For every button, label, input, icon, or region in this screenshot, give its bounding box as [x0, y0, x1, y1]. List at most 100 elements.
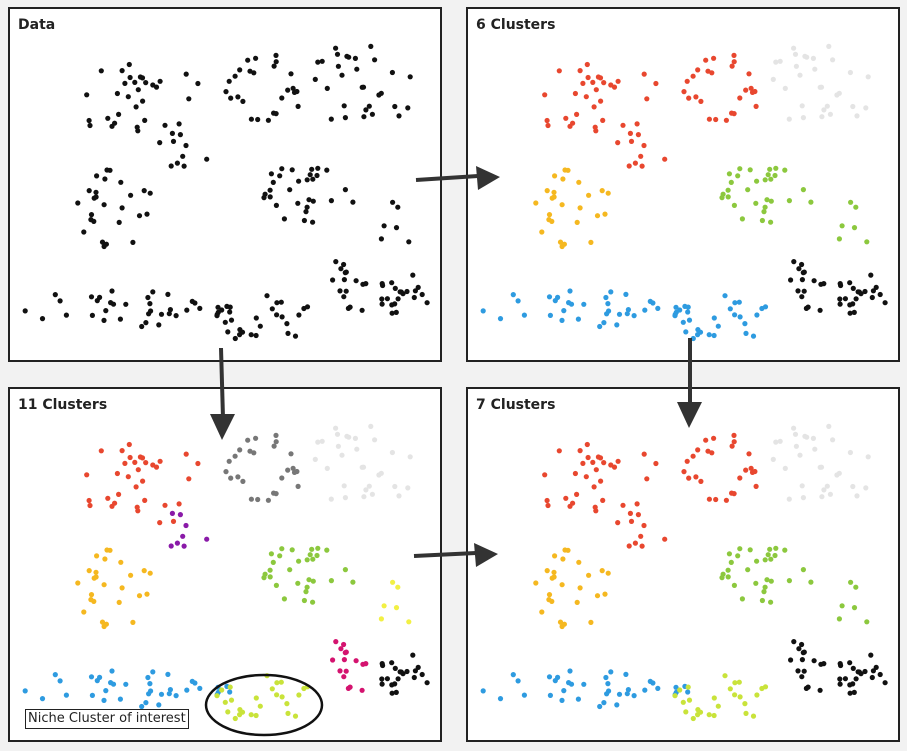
scatter-point — [681, 469, 687, 475]
scatter-point — [624, 311, 630, 317]
scatter-point — [379, 661, 385, 667]
scatter-point — [634, 121, 640, 127]
scatter-point — [754, 312, 760, 318]
scatter-6-clusters — [480, 43, 888, 342]
scatter-point — [290, 85, 296, 91]
scatter-point — [180, 153, 186, 159]
scatter-point — [791, 259, 797, 265]
scatter-point — [261, 575, 267, 581]
scatter-point — [292, 333, 299, 339]
scatter-point — [585, 454, 591, 461]
scatter-point — [793, 63, 799, 69]
scatter-point — [378, 236, 384, 242]
scatter-point — [590, 459, 596, 465]
scatter-point — [235, 474, 241, 480]
scatter-point — [555, 294, 561, 300]
scatter-point — [616, 311, 623, 317]
scatter-point — [586, 192, 592, 198]
scatter-point — [214, 693, 220, 699]
scatter-point — [314, 552, 320, 559]
scatter-point — [279, 475, 285, 481]
scatter-point — [278, 679, 284, 685]
scatter-point — [389, 280, 395, 286]
scatter-point — [118, 559, 124, 565]
scatter-point — [824, 483, 830, 489]
scatter-point — [791, 639, 797, 645]
scatter-point — [575, 316, 581, 322]
scatter-point — [103, 688, 109, 694]
scatter-point — [395, 676, 401, 682]
scatter-point — [521, 692, 527, 698]
scatter-point — [339, 72, 345, 78]
scatter-point — [595, 454, 601, 460]
scatter-point — [745, 187, 751, 193]
scatter-point — [497, 316, 504, 322]
scatter-point — [768, 599, 774, 605]
scatter-point — [88, 592, 95, 598]
scatter-point — [577, 585, 583, 591]
scatter-point — [226, 78, 232, 84]
scatter-point — [295, 200, 301, 206]
scatter-point — [379, 681, 385, 687]
scatter-point — [75, 580, 81, 586]
scatter-point — [337, 288, 343, 294]
scatter-point — [764, 577, 770, 583]
scatter-point — [222, 319, 228, 325]
scatter-point — [850, 301, 856, 307]
scatter-point — [177, 512, 183, 518]
scatter-point — [304, 557, 310, 563]
scatter-point — [156, 322, 162, 328]
scatter-point — [153, 84, 160, 90]
scatter-point — [393, 309, 399, 315]
scatter-point — [693, 94, 699, 100]
scatter-point — [560, 556, 566, 562]
scatter-point — [157, 458, 163, 464]
scatter-point — [848, 199, 854, 205]
scatter-point — [333, 45, 339, 51]
scatter-point — [638, 153, 644, 159]
scatter-point — [750, 713, 757, 719]
scatter-point — [173, 693, 179, 699]
scatter-point — [800, 187, 806, 193]
scatter-point — [354, 446, 360, 452]
scatter-point — [791, 425, 797, 431]
scatter-point — [638, 533, 644, 539]
scatter-point — [695, 707, 701, 713]
scatter-point — [725, 567, 731, 573]
scatter-point — [169, 130, 175, 136]
scatter-point — [568, 681, 575, 687]
scatter-point — [767, 166, 773, 172]
scatter-point — [253, 435, 259, 441]
scatter-point — [296, 178, 302, 184]
scatter-point — [842, 296, 848, 302]
scatter-point — [107, 167, 113, 173]
scatter-point — [237, 707, 243, 713]
scatter-point — [379, 296, 385, 302]
scatter-point — [99, 239, 106, 245]
scatter-point — [768, 219, 774, 225]
scatter-point — [799, 261, 805, 268]
scatter-point — [695, 67, 701, 73]
scatter-point — [603, 294, 609, 301]
scatter-point — [713, 496, 719, 503]
scatter-point — [162, 122, 168, 128]
scatter-point — [853, 584, 859, 590]
scatter-point — [342, 495, 348, 501]
scatter-point — [743, 467, 749, 473]
scatter-point — [406, 239, 412, 245]
scatter-point — [653, 80, 659, 87]
scatter-point — [606, 308, 612, 314]
scatter-point — [584, 61, 590, 68]
scatter-point — [869, 294, 875, 301]
scatter-point — [142, 497, 148, 503]
scatter-point — [333, 639, 339, 645]
scatter-point — [247, 448, 253, 454]
scatter-point — [296, 312, 302, 318]
scatter-point — [174, 540, 180, 546]
scatter-point — [830, 437, 836, 443]
scatter-point — [593, 467, 599, 473]
scatter-point — [274, 692, 280, 698]
scatter-point — [695, 447, 701, 453]
scatter-point — [312, 76, 318, 82]
scatter-point — [565, 547, 571, 553]
